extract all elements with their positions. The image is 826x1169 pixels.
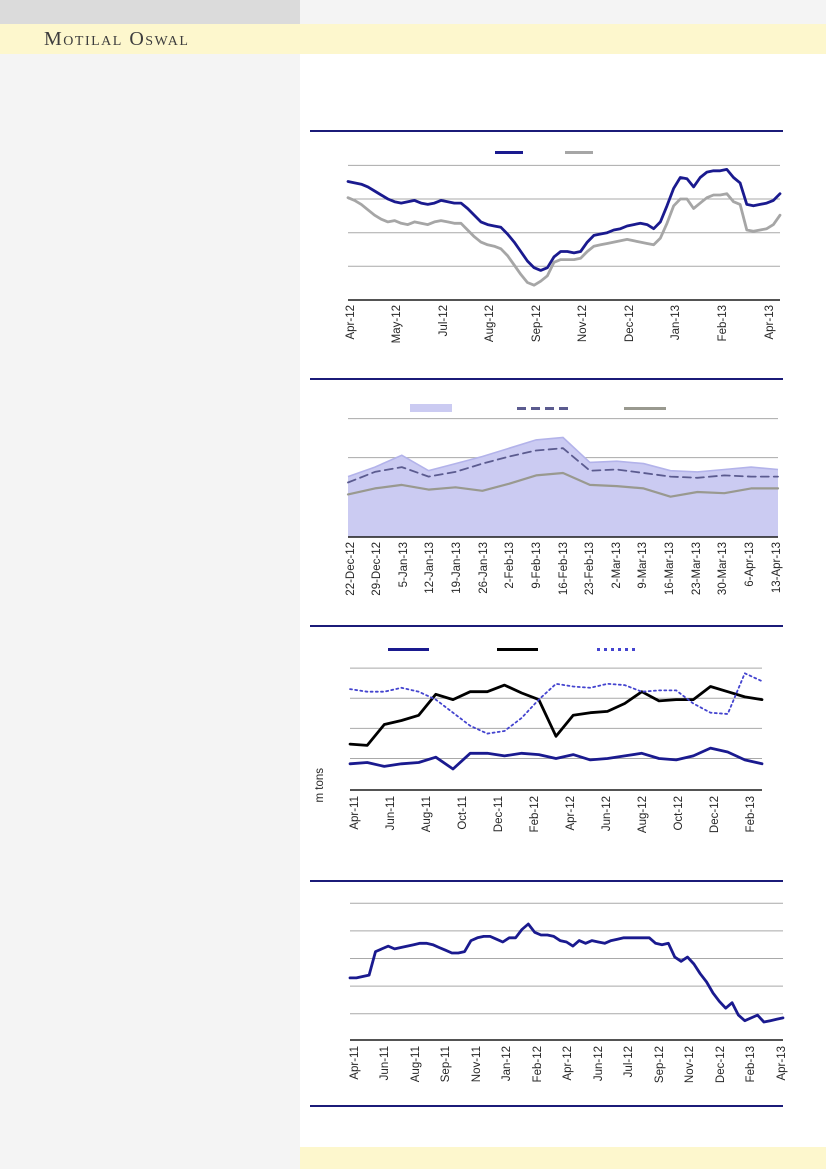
x-tick-label: Nov-12 — [577, 305, 590, 343]
legend-swatch-solid-2 — [497, 648, 538, 651]
x-tick-label: 30-Mar-13 — [717, 542, 730, 596]
x-tick-label: 2-Feb-13 — [504, 542, 517, 589]
x-tick-label: Feb-12 — [528, 796, 541, 833]
x-tick-label: 12-Jan-13 — [424, 542, 437, 594]
x-tick-label: Feb-13 — [744, 796, 757, 833]
x-tick-label: 22-Dec-12 — [344, 542, 357, 596]
x-tick-label: 16-Mar-13 — [664, 542, 676, 596]
x-tick-label: Oct-11 — [456, 796, 469, 830]
x-tick-label: 9-Mar-13 — [637, 542, 650, 589]
x-tick-label: 26-Jan-13 — [477, 542, 490, 594]
x-tick-label: Jun-12 — [592, 1046, 605, 1082]
x-tick-label: Jul-12 — [623, 1046, 635, 1078]
x-tick-label: Nov-12 — [684, 1046, 696, 1084]
dashed-slate-line-series — [347, 447, 779, 484]
x-tick-label: Oct-12 — [672, 796, 685, 831]
x-tick-label: 16-Feb-13 — [557, 542, 570, 596]
x-tick-label: Jun-12 — [600, 796, 613, 832]
navy-line-series — [346, 167, 782, 272]
x-tick-label: Apr-12 — [564, 796, 577, 831]
x-tick-label: 29-Dec-12 — [371, 542, 384, 596]
x-tick-label: Apr-12 — [562, 1046, 574, 1081]
gray-line-series — [346, 471, 780, 498]
gray-line-series — [346, 192, 782, 287]
dotted-blue-line-series — [349, 672, 763, 735]
legend-swatch-dashed-2 — [517, 407, 569, 410]
x-tick-label: Dec-12 — [708, 796, 721, 834]
x-tick-label: Aug-11 — [420, 796, 433, 833]
chart-3-top-rule — [310, 625, 783, 627]
y-axis-title: m tons — [314, 768, 326, 803]
footer-bar — [300, 1147, 826, 1169]
x-tick-label: Dec-12 — [714, 1046, 727, 1084]
chart-4-top-rule — [310, 880, 783, 882]
black-line-series — [348, 683, 764, 747]
x-tick-label: Apr-13 — [775, 1046, 788, 1081]
x-tick-label: 5-Jan-13 — [397, 542, 410, 588]
x-tick-label: May-12 — [391, 305, 404, 344]
x-tick-label: Apr-12 — [344, 305, 357, 340]
chart-2-top-rule — [310, 378, 783, 380]
top-light-strip — [300, 0, 826, 24]
top-gray-bar — [0, 0, 300, 24]
legend-swatch-solid-1 — [495, 151, 523, 154]
x-tick-label: 9-Feb-13 — [530, 542, 543, 589]
legend-swatch-solid-1 — [388, 648, 429, 651]
left-margin-panel — [0, 54, 300, 1169]
x-tick-label: Feb-13 — [716, 305, 729, 342]
x-tick-label: Sep-12 — [653, 1046, 666, 1084]
x-tick-label: Jan-13 — [670, 305, 683, 341]
x-tick-label: Aug-12 — [636, 796, 649, 834]
brand-banner: Motilal Oswal — [0, 24, 826, 54]
legend-swatch-dotted-3 — [597, 648, 638, 651]
x-tick-label: Sep-12 — [530, 305, 543, 343]
x-tick-label: 23-Feb-13 — [584, 542, 597, 596]
x-tick-label: Jul-12 — [437, 305, 450, 337]
x-tick-label: 23-Mar-13 — [690, 542, 703, 596]
legend-swatch-solid-2 — [565, 151, 593, 154]
brand-logo-text: Motilal Oswal — [44, 28, 190, 50]
x-tick-label: Nov-11 — [470, 1046, 483, 1083]
x-tick-label: Aug-12 — [484, 305, 497, 343]
x-tick-label: Dec-11 — [492, 796, 505, 833]
legend-swatch-solid-3 — [624, 407, 666, 410]
lavender-band-area — [348, 437, 778, 537]
x-tick-label: Jun-11 — [379, 1046, 391, 1081]
chart-1-top-rule — [310, 130, 783, 132]
x-tick-label: Dec-12 — [623, 305, 636, 343]
x-tick-label: Sep-11 — [440, 1046, 452, 1083]
navy-line-series — [348, 746, 764, 771]
x-tick-label: Jun-11 — [384, 796, 397, 831]
lavender-band-area-edge — [347, 436, 779, 478]
x-tick-label: 13-Apr-13 — [770, 542, 783, 594]
x-tick-label: 6-Apr-13 — [743, 542, 756, 587]
x-tick-label: Feb-13 — [745, 1046, 757, 1083]
x-tick-label: Aug-11 — [409, 1046, 422, 1083]
x-tick-label: 19-Jan-13 — [451, 542, 463, 594]
x-tick-label: Apr-11 — [348, 1046, 361, 1080]
x-tick-label: Apr-11 — [348, 796, 361, 830]
page-bottom-rule — [310, 1105, 783, 1107]
x-tick-label: Feb-12 — [531, 1046, 544, 1083]
legend-swatch-area-1 — [410, 404, 452, 412]
x-tick-label: Jan-12 — [501, 1046, 513, 1082]
x-tick-label: Apr-13 — [763, 305, 776, 340]
navy-line-series — [348, 922, 785, 1024]
x-tick-label: 2-Mar-13 — [610, 542, 623, 589]
